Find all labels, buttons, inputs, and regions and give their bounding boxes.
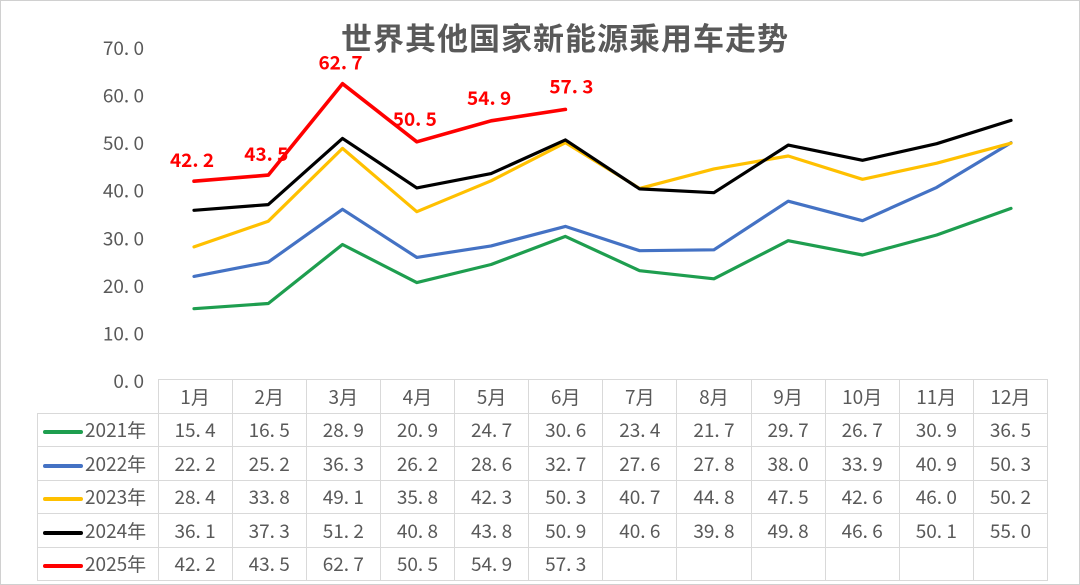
- svg-text:60. 0: 60. 0: [103, 82, 144, 109]
- svg-text:42. 2: 42. 2: [170, 146, 214, 173]
- svg-text:30. 0: 30. 0: [103, 224, 144, 251]
- svg-text:57. 3: 57. 3: [549, 72, 593, 99]
- svg-text:62. 7: 62. 7: [318, 49, 362, 76]
- svg-text:40. 0: 40. 0: [103, 177, 144, 204]
- svg-text:50. 5: 50. 5: [393, 105, 437, 132]
- svg-text:70. 0: 70. 0: [103, 34, 144, 61]
- svg-text:20. 0: 20. 0: [103, 272, 144, 299]
- svg-text:50. 0: 50. 0: [103, 129, 144, 156]
- svg-text:10. 0: 10. 0: [103, 319, 144, 346]
- svg-text:43. 5: 43. 5: [244, 140, 288, 167]
- svg-text:54. 9: 54. 9: [467, 84, 511, 111]
